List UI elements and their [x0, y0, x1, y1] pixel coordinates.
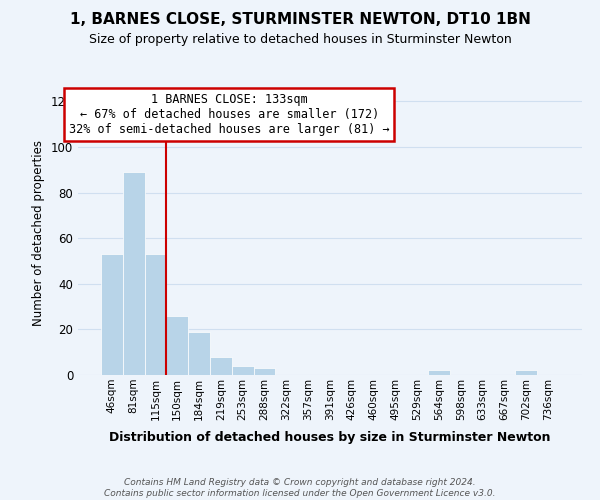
Bar	[166, 316, 188, 375]
Bar	[515, 370, 537, 375]
X-axis label: Distribution of detached houses by size in Sturminster Newton: Distribution of detached houses by size …	[109, 431, 551, 444]
Bar	[188, 332, 210, 375]
Text: Contains HM Land Registry data © Crown copyright and database right 2024.
Contai: Contains HM Land Registry data © Crown c…	[104, 478, 496, 498]
Bar	[210, 357, 232, 375]
Bar	[428, 370, 450, 375]
Bar	[254, 368, 275, 375]
Bar	[101, 254, 123, 375]
Text: 1, BARNES CLOSE, STURMINSTER NEWTON, DT10 1BN: 1, BARNES CLOSE, STURMINSTER NEWTON, DT1…	[70, 12, 530, 28]
Bar	[232, 366, 254, 375]
Y-axis label: Number of detached properties: Number of detached properties	[32, 140, 45, 326]
Bar	[145, 254, 166, 375]
Text: 1 BARNES CLOSE: 133sqm
← 67% of detached houses are smaller (172)
32% of semi-de: 1 BARNES CLOSE: 133sqm ← 67% of detached…	[69, 93, 389, 136]
Text: Size of property relative to detached houses in Sturminster Newton: Size of property relative to detached ho…	[89, 32, 511, 46]
Bar	[123, 172, 145, 375]
